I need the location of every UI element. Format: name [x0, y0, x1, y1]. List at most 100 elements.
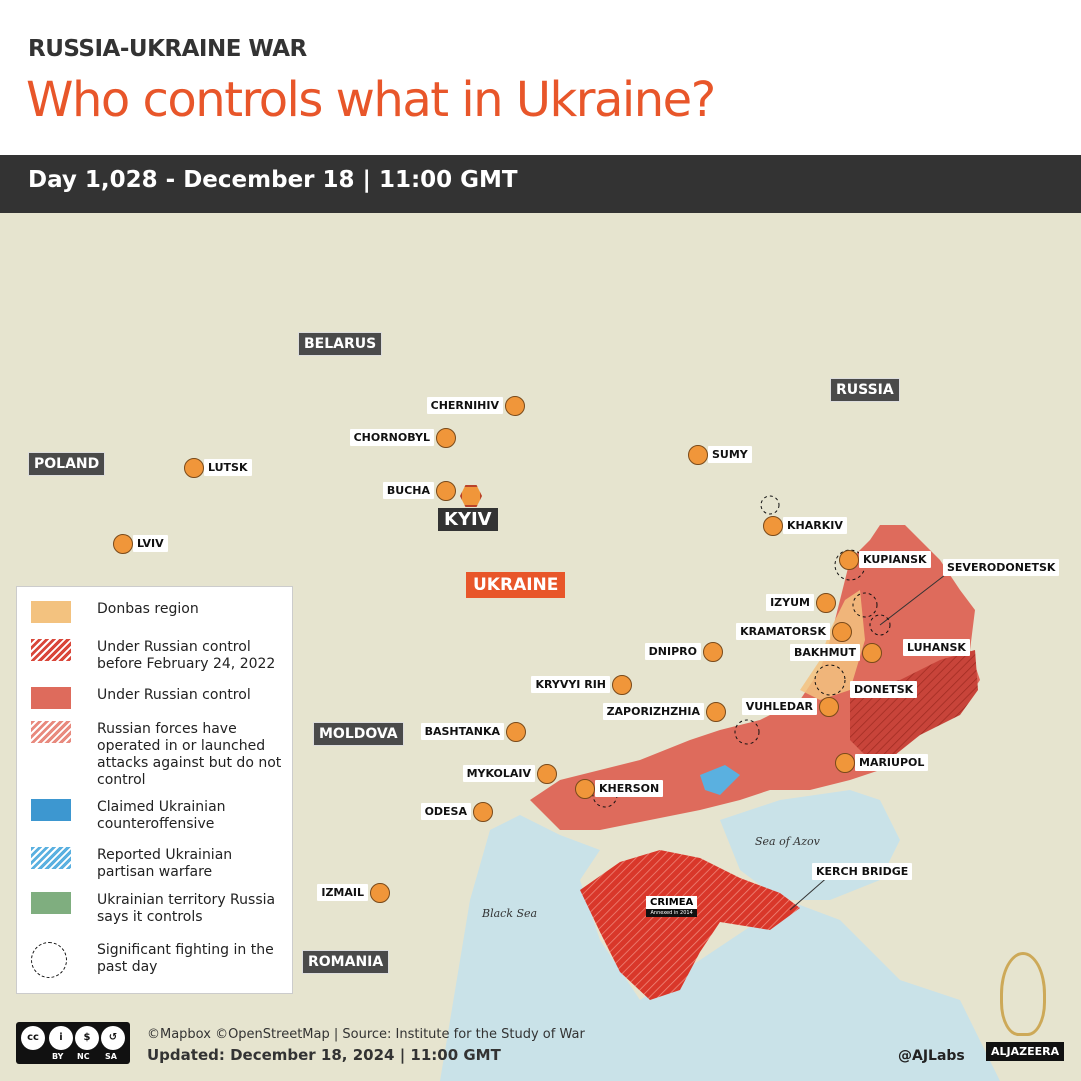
legend-label: Russian forces have operated in or launc…	[97, 721, 282, 788]
legend-swatch	[31, 721, 71, 743]
country-label-ukraine: UKRAINE	[466, 572, 566, 598]
kakhovka-reservoir	[700, 765, 740, 795]
cc-icon: cc	[21, 1026, 45, 1050]
country-label-romania: ROMANIA	[302, 950, 390, 974]
city-marker	[612, 675, 632, 695]
city-marker	[537, 764, 557, 784]
label-kerch-bridge: KERCH BRIDGE	[812, 863, 913, 880]
city-label: BAKHMUT	[789, 644, 860, 661]
city-label: LUTSK	[204, 459, 252, 476]
aljazeera-logo: ALJAZEERA	[986, 1042, 1065, 1061]
legend-item: Donbas region	[31, 601, 282, 623]
city-marker	[506, 722, 526, 742]
city-marker	[473, 802, 493, 822]
city-label: VUHLEDAR	[741, 698, 817, 715]
city-label: KUPIANSK	[859, 551, 931, 568]
legend-item: Claimed Ukrainian counteroffensive	[31, 799, 282, 833]
nc-icon: $	[75, 1026, 99, 1050]
city-marker	[113, 534, 133, 554]
city-label: IZYUM	[766, 594, 814, 611]
city-label: BASHTANKA	[420, 723, 504, 740]
header: RUSSIA-UKRAINE WAR Who controls what in …	[0, 0, 1081, 155]
city-label: IZMAIL	[317, 884, 368, 901]
city-label: CHORNOBYL	[349, 429, 434, 446]
city-marker	[862, 643, 882, 663]
legend-label: Under Russian control before February 24…	[97, 639, 276, 672]
updated-timestamp: Updated: December 18, 2024 | 11:00 GMT	[147, 1046, 501, 1064]
page-title: Who controls what in Ukraine?	[26, 72, 716, 128]
sea-label-azov: Sea of Azov	[755, 835, 820, 848]
severodonetsk-leader	[879, 574, 946, 626]
legend-swatch	[31, 601, 71, 623]
city-label: ODESA	[420, 803, 471, 820]
crimea	[580, 850, 800, 1000]
legend-label: Under Russian control	[97, 687, 251, 703]
kicker: RUSSIA-UKRAINE WAR	[28, 36, 307, 62]
city-marker	[575, 779, 595, 799]
legend-swatch	[31, 847, 71, 869]
crimea-label: CRIMEA	[646, 896, 698, 909]
legend-swatch	[31, 687, 71, 709]
legend-label: Ukrainian territory Russia says it contr…	[97, 892, 276, 925]
ajlabs-handle: @AJLabs	[898, 1048, 965, 1064]
city-label: KHARKIV	[783, 517, 847, 534]
sea-label-black: Black Sea	[482, 907, 538, 920]
legend-swatch	[31, 942, 67, 978]
city-marker	[816, 593, 836, 613]
legend-item: Reported Ukrainian partisan warfare	[31, 847, 282, 881]
city-label: BUCHA	[382, 482, 434, 499]
black-sea	[440, 815, 1000, 1081]
label-severodonetsk: SEVERODONETSK	[943, 559, 1060, 576]
aljazeera-logo-mark-icon	[1000, 952, 1046, 1036]
city-label: LVIV	[133, 535, 168, 552]
capital-label: KYIV	[438, 508, 498, 531]
country-label-russia: RUSSIA	[830, 378, 900, 402]
legend-swatch	[31, 799, 71, 821]
city-marker	[436, 428, 456, 448]
country-label-poland: POLAND	[28, 452, 106, 476]
pre-2022-occupied-donbas	[850, 650, 978, 760]
country-label-belarus: BELARUS	[298, 332, 383, 356]
country-label-moldova: MOLDOVA	[313, 722, 404, 746]
city-marker	[835, 753, 855, 773]
city-marker	[703, 642, 723, 662]
city-marker	[706, 702, 726, 722]
legend-label: Donbas region	[97, 601, 199, 617]
legend: Donbas region Under Russian control befor…	[16, 586, 293, 994]
legend-item: Under Russian control before February 24…	[31, 639, 282, 673]
city-marker	[832, 622, 852, 642]
city-marker	[819, 697, 839, 717]
legend-swatch	[31, 892, 71, 914]
city-label: MYKOLAIV	[462, 765, 535, 782]
credits: ©Mapbox ©OpenStreetMap | Source: Institu…	[147, 1027, 585, 1042]
city-marker	[505, 396, 525, 416]
cc-sa: SA	[105, 1052, 117, 1061]
city-label: KRAMATORSK	[736, 623, 830, 640]
sa-icon: ↺	[101, 1026, 125, 1050]
dateline: Day 1,028 - December 18 | 11:00 GMT	[0, 155, 1081, 213]
kyiv-marker	[460, 485, 482, 507]
label-donetsk: DONETSK	[850, 681, 918, 698]
cc-by: BY	[52, 1052, 64, 1061]
city-label: DNIPRO	[644, 643, 701, 660]
crimea-note: Annexed in 2014	[646, 909, 698, 917]
kerch-leader	[789, 874, 831, 911]
legend-item: Significant fighting in the past day	[31, 942, 282, 978]
legend-swatch	[31, 639, 71, 661]
city-label: KHERSON	[595, 780, 664, 797]
by-icon: i	[49, 1026, 73, 1050]
city-marker	[763, 516, 783, 536]
city-marker	[184, 458, 204, 478]
legend-item: Under Russian control	[31, 687, 282, 709]
cc-license-badge[interactable]: cc i $ ↺ BY NC SA	[16, 1022, 130, 1064]
city-label: ZAPORIZHZHIA	[602, 703, 704, 720]
crimea-tag: CRIMEA Annexed in 2014	[646, 896, 698, 917]
legend-item: Russian forces have operated in or launc…	[31, 721, 282, 789]
city-marker	[436, 481, 456, 501]
label-luhansk: LUHANSK	[903, 639, 970, 656]
legend-label: Significant fighting in the past day	[97, 942, 274, 975]
city-label: SUMY	[708, 446, 752, 463]
legend-label: Claimed Ukrainian counteroffensive	[97, 799, 226, 832]
city-marker	[839, 550, 859, 570]
city-marker	[370, 883, 390, 903]
